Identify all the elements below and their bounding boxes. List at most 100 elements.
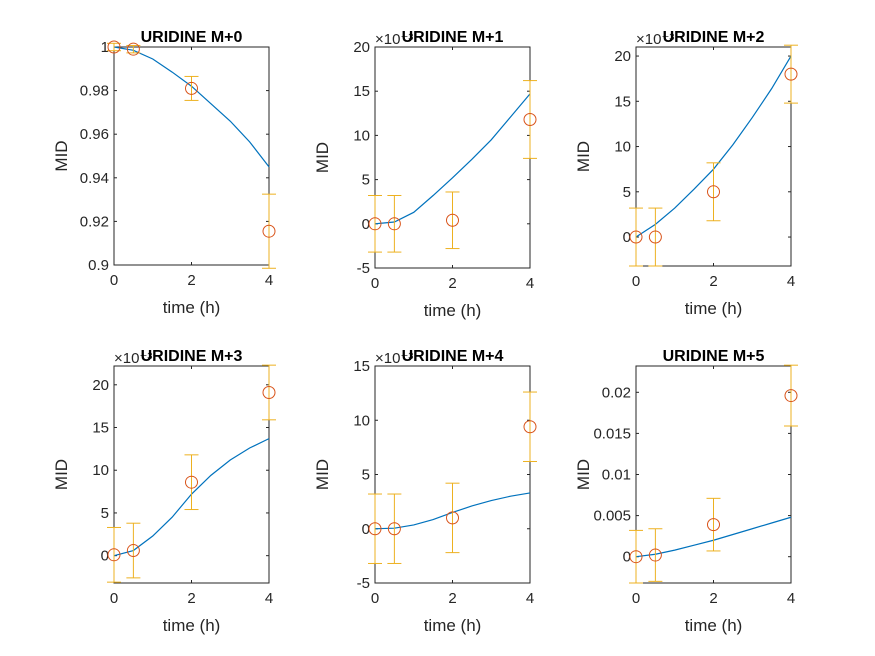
y-tick-label: 0.015 [593, 425, 631, 442]
y-axis-label: MID [574, 141, 593, 172]
x-tick-label: 2 [187, 590, 195, 607]
y-tick-label: 0 [362, 521, 370, 538]
y-tick-label: -5 [357, 260, 370, 277]
x-tick-label: 0 [632, 273, 640, 290]
y-exponent-label: ×10⁻³ [375, 350, 413, 367]
data-point [368, 522, 382, 536]
data-point [262, 224, 276, 238]
chart-title: URIDINE M+4 [402, 348, 504, 365]
y-tick-label: 15 [92, 420, 109, 437]
chart-title: URIDINE M+5 [663, 348, 765, 365]
y-tick-label: 0.005 [593, 508, 631, 525]
data-point [107, 548, 121, 562]
x-tick-label: 4 [787, 590, 795, 607]
data-point [523, 420, 537, 434]
data-point [126, 42, 140, 56]
data-point [107, 40, 121, 54]
y-tick-label: 20 [92, 377, 109, 394]
x-tick-label: 2 [448, 590, 456, 607]
y-tick-label: 5 [101, 505, 109, 522]
data-point [185, 81, 198, 95]
x-tick-label: 0 [110, 590, 118, 607]
x-tick-label: 0 [371, 275, 379, 292]
y-tick-label: 0.94 [80, 170, 109, 187]
y-tick-label: 0.9 [88, 257, 109, 274]
data-point [784, 389, 798, 403]
x-tick-label: 0 [110, 272, 118, 289]
y-tick-label: 1 [101, 39, 109, 56]
y-tick-label: 15 [353, 358, 370, 375]
y-tick-label: 10 [353, 127, 370, 144]
x-tick-label: 4 [526, 590, 534, 607]
y-exponent-label: ×10⁻³ [375, 31, 413, 48]
x-axis-label: time (h) [424, 616, 482, 635]
x-tick-label: 0 [632, 590, 640, 607]
y-tick-label: 20 [614, 48, 631, 65]
data-point [185, 475, 198, 489]
y-tick-label: 0.02 [602, 384, 631, 401]
data-point [368, 217, 382, 231]
x-axis-label: time (h) [163, 616, 221, 635]
x-tick-label: 4 [265, 272, 273, 289]
axes-box [635, 46, 792, 267]
y-axis-label: MID [52, 140, 71, 171]
y-exponent-label: ×10⁻³ [114, 350, 152, 367]
y-tick-label: 10 [614, 139, 631, 156]
x-axis-label: time (h) [685, 616, 743, 635]
data-point [446, 511, 459, 525]
chart-title: URIDINE M+2 [663, 29, 765, 46]
data-point [523, 112, 537, 126]
y-tick-label: 0.01 [602, 467, 631, 484]
y-axis-label: MID [52, 459, 71, 490]
y-tick-label: -5 [357, 575, 370, 592]
y-tick-label: 0.96 [80, 126, 109, 143]
y-exponent-label: ×10⁻³ [636, 31, 674, 48]
data-point [629, 550, 643, 564]
data-point [629, 230, 643, 244]
data-point [784, 67, 798, 81]
x-tick-label: 2 [709, 590, 717, 607]
x-tick-label: 2 [709, 273, 717, 290]
chart-title: URIDINE M+3 [141, 348, 243, 365]
subplot-1: 0 2 4 0.9 0.92 0.94 0.96 0.98 1 URIDINE M+0 time (… [52, 29, 276, 317]
chart-title: URIDINE M+0 [141, 29, 243, 46]
x-axis-label: time (h) [163, 298, 221, 317]
y-tick-label: 0 [101, 548, 109, 565]
data-point [648, 230, 662, 244]
x-tick-label: 2 [448, 275, 456, 292]
x-tick-label: 4 [526, 275, 534, 292]
y-tick-label: 20 [353, 39, 370, 56]
y-tick-label: 0 [623, 549, 631, 566]
data-point [648, 548, 662, 562]
y-tick-label: 5 [623, 184, 631, 201]
y-tick-label: 0.92 [80, 213, 109, 230]
fit-line [374, 93, 531, 225]
data-point [387, 217, 401, 231]
y-tick-label: 10 [353, 412, 370, 429]
x-axis-label: time (h) [424, 301, 482, 320]
y-tick-label: 10 [92, 462, 109, 479]
data-point [446, 213, 459, 227]
x-axis-label: time (h) [685, 299, 743, 318]
y-tick-label: 15 [353, 83, 370, 100]
x-tick-label: 2 [187, 272, 195, 289]
chart-title: URIDINE M+1 [402, 29, 504, 46]
y-tick-label: 15 [614, 93, 631, 110]
x-tick-label: 0 [371, 590, 379, 607]
subplot-6: 0 2 4 0 0.005 0.01 0.015 0.02 URIDINE M+5 time (h… [574, 348, 798, 635]
y-tick-label: 0.98 [80, 83, 109, 100]
y-axis-label: MID [313, 142, 332, 173]
y-axis-label: MID [574, 459, 593, 490]
x-tick-label: 4 [265, 590, 273, 607]
y-tick-label: 0 [623, 229, 631, 246]
data-point [707, 185, 720, 199]
y-axis-label: MID [313, 459, 332, 490]
data-point [262, 385, 276, 399]
data-point [387, 522, 401, 536]
data-point [707, 518, 720, 532]
y-tick-label: 5 [362, 467, 370, 484]
